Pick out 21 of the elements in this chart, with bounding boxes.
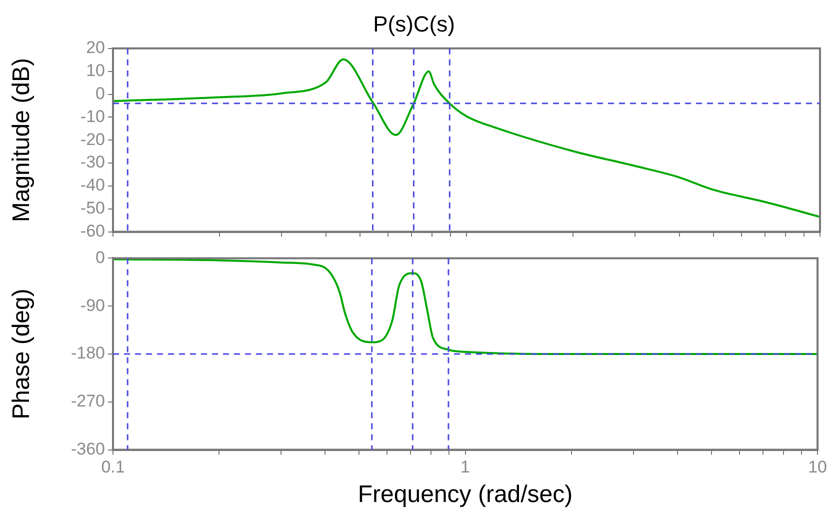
x-axis-title: Frequency (rad/sec) [358, 481, 573, 508]
y-axis-title: Magnitude (dB) [8, 58, 36, 222]
y-tick-label: -30 [80, 152, 105, 172]
y-tick-label: -50 [80, 198, 105, 218]
x-tick-label: 10 [808, 458, 828, 477]
y-tick-label: -270 [70, 392, 105, 411]
y-tick-label: -180 [70, 344, 105, 363]
y-tick-label: 0 [96, 84, 105, 103]
y-tick-label: 0 [96, 248, 105, 267]
chart-title: P(s)C(s) [373, 11, 455, 36]
y-tick-label: 10 [86, 61, 105, 80]
y-tick-label: -360 [70, 439, 105, 458]
x-tick-label: 0.1 [101, 458, 125, 477]
y-tick-label: -40 [80, 176, 105, 195]
y-tick-label: -60 [80, 221, 105, 240]
y-axis-title: Phase (deg) [8, 288, 36, 420]
x-tick-label: 1 [460, 458, 470, 477]
y-tick-label: 20 [86, 38, 105, 58]
y-tick-label: -20 [80, 130, 105, 149]
y-tick-label: -90 [80, 296, 105, 315]
y-tick-label: -10 [80, 106, 105, 126]
